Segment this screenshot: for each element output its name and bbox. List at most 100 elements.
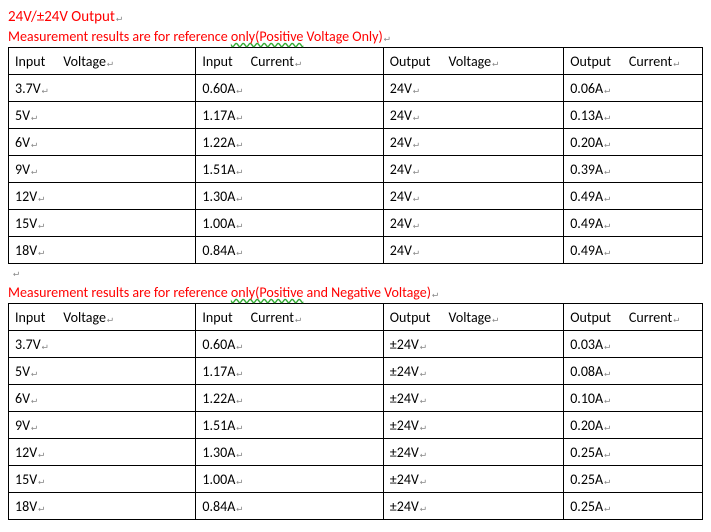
return-mark: ↵ bbox=[413, 220, 419, 231]
subtitle1-suffix: Voltage Only) bbox=[303, 28, 382, 45]
table-cell: 1.30A↵ bbox=[196, 183, 383, 210]
table-row: 5V↵1.17A↵24V↵0.13A↵ bbox=[9, 102, 703, 129]
return-mark: ↵ bbox=[413, 193, 419, 204]
header-label-b: Voltage bbox=[63, 53, 106, 70]
return-mark: ↵ bbox=[604, 449, 610, 460]
cell-value: ±24V bbox=[390, 498, 419, 515]
return-mark: ↵ bbox=[31, 139, 37, 150]
cell-value: 0.03A bbox=[570, 336, 603, 353]
return-mark: ↵ bbox=[492, 58, 498, 69]
cell-value: 1.22A bbox=[202, 390, 235, 407]
cell-value: 1.17A bbox=[202, 363, 235, 380]
table-cell: 0.13A↵ bbox=[564, 102, 703, 129]
main-title: 24V/±24V Output↵ bbox=[8, 8, 703, 26]
header-label-a: Input bbox=[15, 53, 45, 70]
table-cell: 0.49A↵ bbox=[564, 183, 703, 210]
table-cell: ±24V↵ bbox=[383, 412, 563, 439]
cell-value: 9V bbox=[15, 417, 30, 434]
header-label-b: Voltage bbox=[63, 309, 106, 326]
return-mark: ↵ bbox=[604, 476, 610, 487]
table-cell: 24V↵ bbox=[383, 102, 563, 129]
table-cell: ±24V↵ bbox=[383, 466, 563, 493]
table-cell: 5V↵ bbox=[9, 102, 196, 129]
cell-value: ±24V bbox=[390, 390, 419, 407]
cell-value: 9V bbox=[15, 161, 30, 178]
return-mark: ↵ bbox=[236, 476, 242, 487]
return-mark: ↵ bbox=[38, 193, 44, 204]
table-cell: 0.60A↵ bbox=[196, 75, 383, 102]
cell-value: 15V bbox=[15, 471, 37, 488]
table-row: 3.7V↵0.60A↵±24V↵0.03A↵ bbox=[9, 331, 703, 358]
table-cell: 1.22A↵ bbox=[196, 385, 383, 412]
cell-value: 0.60A bbox=[202, 336, 235, 353]
cell-value: 1.51A bbox=[202, 161, 235, 178]
return-mark: ↵ bbox=[38, 449, 44, 460]
return-mark: ↵ bbox=[604, 503, 610, 514]
table-cell: 24V↵ bbox=[383, 183, 563, 210]
header-label-b: Current bbox=[251, 53, 294, 70]
table-cell: ±24V↵ bbox=[383, 331, 563, 358]
column-header: InputVoltage↵ bbox=[9, 304, 196, 331]
column-header: OutputCurrent↵ bbox=[564, 48, 703, 75]
table-cell: 1.00A↵ bbox=[196, 466, 383, 493]
header-label-a: Output bbox=[390, 309, 431, 326]
table-cell: 1.00A↵ bbox=[196, 210, 383, 237]
return-mark: ↵ bbox=[604, 85, 610, 96]
cell-value: 0.39A bbox=[570, 161, 603, 178]
return-mark: ↵ bbox=[673, 314, 679, 325]
subtitle1-prefix: Measurement results are for reference bbox=[8, 28, 231, 45]
header-label-b: Current bbox=[629, 309, 672, 326]
return-mark: ↵ bbox=[42, 341, 48, 352]
table-cell: 5V↵ bbox=[9, 358, 196, 385]
table-cell: 0.25A↵ bbox=[564, 466, 703, 493]
header-label-a: Input bbox=[202, 309, 232, 326]
cell-value: ±24V bbox=[390, 444, 419, 461]
table-cell: 1.22A↵ bbox=[196, 129, 383, 156]
return-mark: ↵ bbox=[31, 112, 37, 123]
return-mark: ↵ bbox=[420, 422, 426, 433]
cell-value: 24V bbox=[390, 134, 412, 151]
return-mark: ↵ bbox=[420, 449, 426, 460]
table-cell: ±24V↵ bbox=[383, 439, 563, 466]
return-mark: ↵ bbox=[236, 503, 242, 514]
table-cell: 0.49A↵ bbox=[564, 237, 703, 264]
table-row: 5V↵1.17A↵±24V↵0.08A↵ bbox=[9, 358, 703, 385]
return-mark: ↵ bbox=[604, 166, 610, 177]
return-mark: ↵ bbox=[236, 139, 242, 150]
return-mark: ↵ bbox=[13, 268, 19, 279]
cell-value: 5V bbox=[15, 107, 30, 124]
table-cell: 6V↵ bbox=[9, 385, 196, 412]
return-mark: ↵ bbox=[295, 58, 301, 69]
header-label-a: Output bbox=[570, 309, 611, 326]
subtitle2-squiggle: only(Positive bbox=[231, 284, 304, 301]
table-cell: 1.51A↵ bbox=[196, 156, 383, 183]
cell-value: 0.25A bbox=[570, 498, 603, 515]
table-cell: 24V↵ bbox=[383, 237, 563, 264]
table-row: 12V↵1.30A↵24V↵0.49A↵ bbox=[9, 183, 703, 210]
header-label-b: Voltage bbox=[448, 309, 491, 326]
table-cell: 0.84A↵ bbox=[196, 237, 383, 264]
column-header: InputCurrent↵ bbox=[196, 48, 383, 75]
cell-value: 0.60A bbox=[202, 80, 235, 97]
table-row: 9V↵1.51A↵24V↵0.39A↵ bbox=[9, 156, 703, 183]
table-cell: 15V↵ bbox=[9, 466, 196, 493]
header-label-a: Output bbox=[390, 53, 431, 70]
cell-value: 24V bbox=[390, 161, 412, 178]
return-mark: ↵ bbox=[420, 368, 426, 379]
return-mark: ↵ bbox=[236, 422, 242, 433]
table-cell: 0.39A↵ bbox=[564, 156, 703, 183]
header-label-b: Voltage bbox=[448, 53, 491, 70]
table-row: 18V↵0.84A↵±24V↵0.25A↵ bbox=[9, 493, 703, 520]
table-row: 15V↵1.00A↵24V↵0.49A↵ bbox=[9, 210, 703, 237]
header-label-b: Current bbox=[629, 53, 672, 70]
spacer-row: ↵ bbox=[8, 264, 703, 284]
cell-value: 0.25A bbox=[570, 471, 603, 488]
return-mark: ↵ bbox=[236, 247, 242, 258]
table-row: 15V↵1.00A↵±24V↵0.25A↵ bbox=[9, 466, 703, 493]
cell-value: 6V bbox=[15, 134, 30, 151]
column-header: InputVoltage↵ bbox=[9, 48, 196, 75]
return-mark: ↵ bbox=[604, 368, 610, 379]
cell-value: 0.20A bbox=[570, 134, 603, 151]
table-cell: 1.30A↵ bbox=[196, 439, 383, 466]
return-mark: ↵ bbox=[236, 166, 242, 177]
